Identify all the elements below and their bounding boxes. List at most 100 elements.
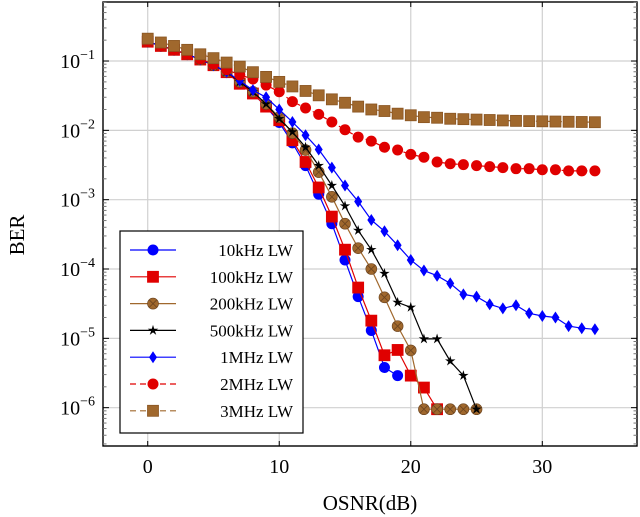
legend-label: 1MHz LW <box>220 348 294 367</box>
data-point <box>378 141 390 153</box>
data-point-cross <box>459 405 468 414</box>
data-point <box>457 113 470 126</box>
data-point <box>444 158 456 170</box>
data-point <box>313 108 325 120</box>
legend: 10kHz LW 100kHz LW 200kHz LW 500kHz LW 1MHz … <box>119 230 304 434</box>
data-point <box>510 114 522 127</box>
y-tick-label: 10−1 <box>60 48 95 73</box>
data-point <box>352 131 364 143</box>
legend-marker <box>149 351 157 364</box>
data-point <box>511 299 520 312</box>
x-axis-label: OSNR(dB) <box>323 491 418 515</box>
data-point <box>262 91 271 104</box>
data-point <box>339 243 351 256</box>
legend-label: 3MHz LW <box>220 402 294 421</box>
data-point <box>286 96 298 108</box>
data-point <box>510 163 522 175</box>
x-tick-label: 20 <box>401 456 421 478</box>
data-point <box>273 86 285 98</box>
data-point <box>301 129 310 142</box>
data-point <box>141 32 154 45</box>
data-point <box>563 165 575 177</box>
data-point <box>312 89 325 102</box>
data-point <box>549 115 562 128</box>
data-point <box>406 253 415 266</box>
data-point <box>418 111 430 124</box>
data-point <box>392 144 404 156</box>
data-point <box>326 180 338 190</box>
data-point <box>562 115 575 128</box>
data-point-cross <box>367 264 376 274</box>
legend-marker-cross <box>148 299 158 308</box>
data-point <box>233 60 246 73</box>
data-point <box>523 163 535 175</box>
data-point-cross <box>393 322 402 331</box>
data-point <box>523 115 536 127</box>
data-point-cross <box>354 244 363 253</box>
data-point <box>341 179 350 192</box>
data-point <box>220 56 233 69</box>
series-group <box>141 32 601 416</box>
data-point <box>326 116 338 128</box>
data-point <box>365 314 378 327</box>
data-point <box>286 80 299 93</box>
data-point <box>352 100 365 113</box>
y-tick-label: 10−4 <box>60 256 95 281</box>
data-point <box>379 268 390 279</box>
data-point <box>446 277 455 290</box>
data-point <box>260 71 272 83</box>
data-point <box>300 141 311 152</box>
data-point <box>339 124 351 136</box>
legend-box <box>119 230 304 434</box>
data-point <box>273 75 286 88</box>
y-tick-label: 10−6 <box>60 395 95 420</box>
data-point <box>405 301 417 312</box>
legend-label: 10kHz LW <box>218 241 294 260</box>
data-point-cross <box>327 192 336 201</box>
data-point <box>313 160 324 171</box>
data-point <box>418 333 430 344</box>
data-point <box>248 84 257 97</box>
legend-label: 100kHz LW <box>210 268 294 287</box>
data-point <box>576 165 588 177</box>
data-point <box>365 103 378 116</box>
data-point-cross <box>446 405 455 414</box>
data-point <box>339 200 351 211</box>
data-point <box>299 156 312 168</box>
data-point <box>457 159 469 171</box>
data-point <box>405 148 417 160</box>
legend-marker <box>147 324 159 335</box>
y-axis-label: BER <box>5 215 29 256</box>
data-point <box>287 126 298 137</box>
data-point-cross <box>419 405 429 414</box>
data-point <box>247 66 259 79</box>
data-point <box>339 96 351 109</box>
data-point <box>325 210 338 223</box>
data-point-cross <box>432 405 442 414</box>
legend-label: 500kHz LW <box>210 321 294 340</box>
data-point <box>392 296 403 307</box>
data-point <box>431 156 443 168</box>
y-tick-label: 10−5 <box>60 325 95 350</box>
data-point <box>367 213 376 226</box>
data-point <box>299 85 312 97</box>
data-point <box>431 333 443 344</box>
data-point <box>419 264 428 277</box>
data-point <box>483 114 496 126</box>
data-point <box>404 369 417 382</box>
data-point <box>366 244 377 255</box>
data-point <box>391 344 404 356</box>
data-point <box>378 361 390 373</box>
data-point <box>536 164 548 176</box>
data-point <box>444 112 457 125</box>
data-point <box>300 102 312 114</box>
plot-frame <box>102 1 638 447</box>
y-tick-label: 10−3 <box>60 187 95 212</box>
legend-label: 200kHz LW <box>210 295 294 314</box>
data-point <box>589 116 601 129</box>
data-point <box>312 181 325 194</box>
legend-marker <box>147 244 159 256</box>
data-point-cross <box>406 346 415 355</box>
data-point <box>260 98 272 109</box>
